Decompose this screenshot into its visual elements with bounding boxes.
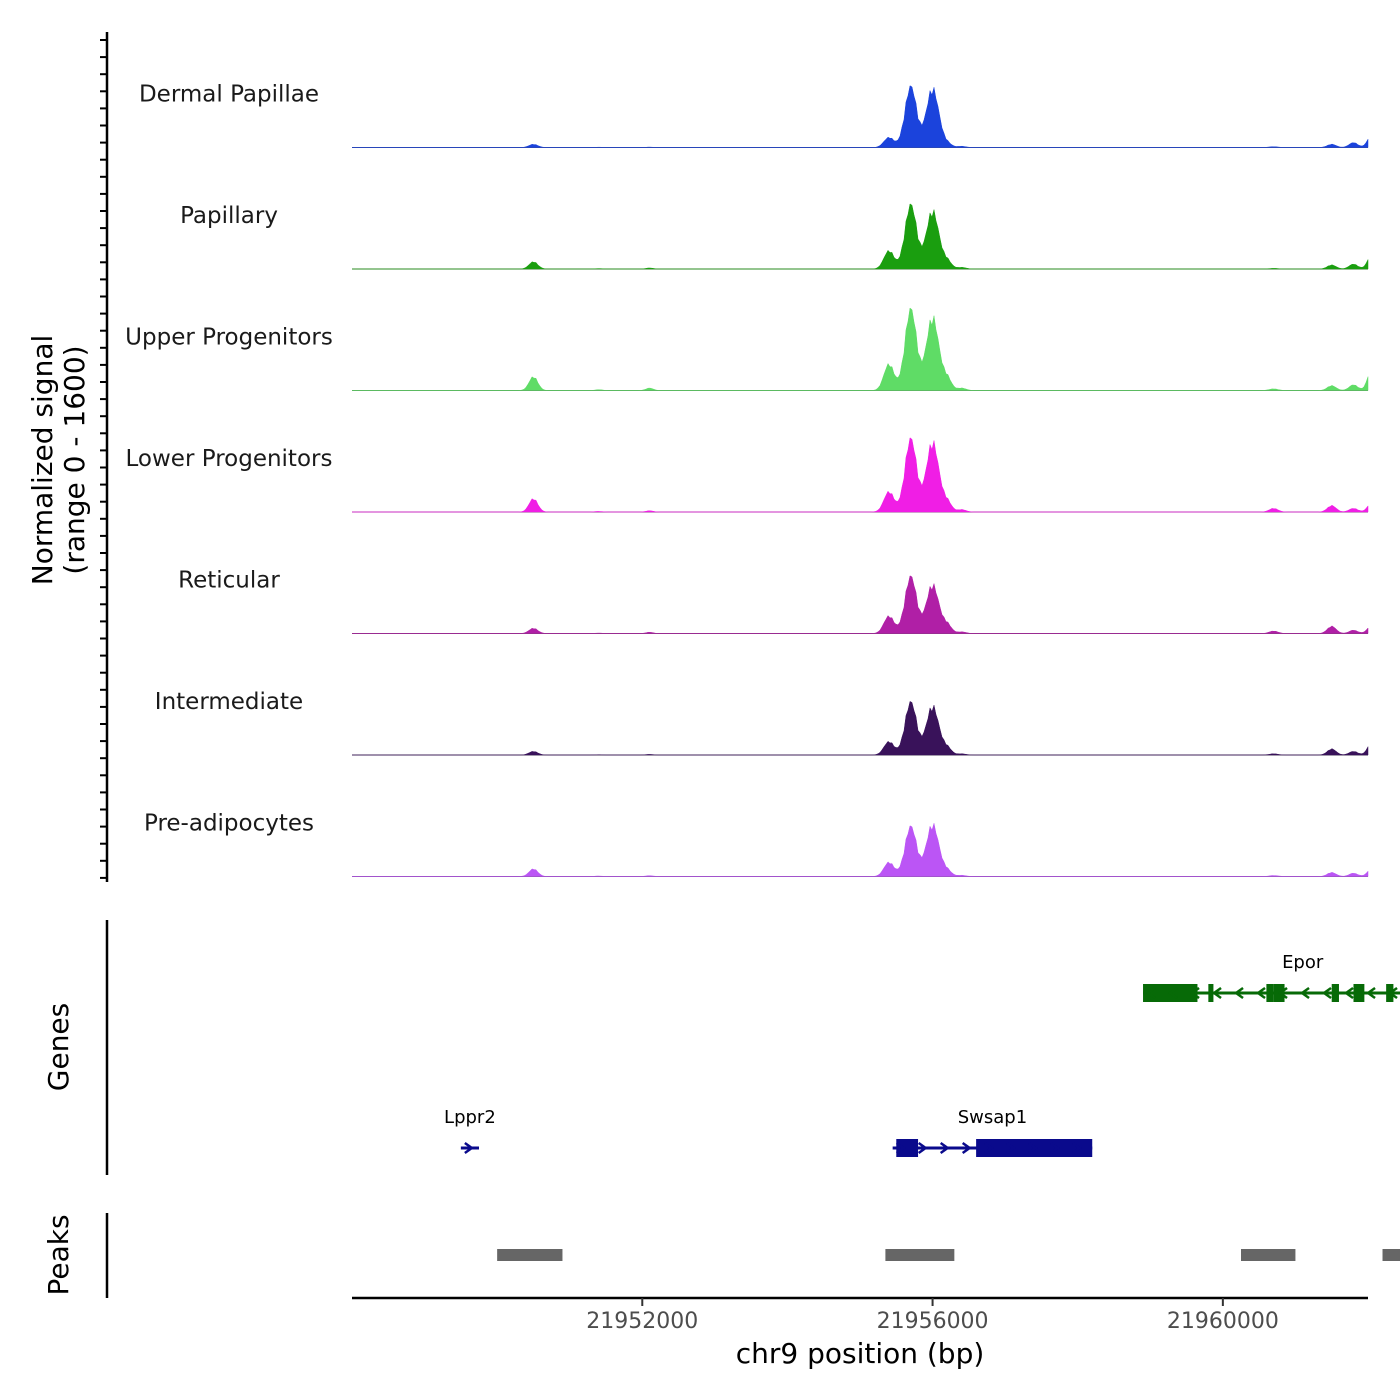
gene-exon xyxy=(1208,984,1214,1002)
strand-arrow xyxy=(1005,1141,1016,1155)
strand-arrow xyxy=(983,1141,994,1155)
coverage-area xyxy=(352,307,1369,391)
strand-arrow xyxy=(1343,986,1354,1000)
peak-region xyxy=(885,1249,955,1261)
gene-swsap1: Swsap1 xyxy=(892,1107,1093,1157)
coverage-tracks: Dermal Papillae Papillary Upper Progenitor… xyxy=(125,82,1369,877)
strand-arrow xyxy=(1299,986,1310,1000)
gene-exon xyxy=(896,1139,919,1157)
peak-region xyxy=(1382,1249,1400,1261)
strand-arrow xyxy=(895,1141,906,1155)
gene-exon xyxy=(1353,984,1365,1002)
peak-region xyxy=(1241,1249,1296,1261)
gene-epor: Epor xyxy=(1143,952,1400,1002)
x-axis-ticks: 21952000 21956000 21960000 xyxy=(586,1298,1279,1334)
track-label: Upper Progenitors xyxy=(125,325,333,351)
track-intermediate: Intermediate xyxy=(155,689,1369,756)
gene-label: Lppr2 xyxy=(444,1107,496,1128)
track-dermal-papillae: Dermal Papillae xyxy=(139,82,1369,148)
strand-arrow xyxy=(1365,986,1376,1000)
signal-y-axis xyxy=(100,32,109,882)
x-tick-label: 21952000 xyxy=(586,1309,698,1334)
coverage-area xyxy=(352,575,1369,634)
strand-arrow xyxy=(1387,986,1398,1000)
peak-region xyxy=(497,1249,563,1261)
strand-arrow xyxy=(1277,986,1288,1000)
track-label: Dermal Papillae xyxy=(139,82,319,108)
strand-arrow xyxy=(917,1141,928,1155)
track-pre-adipocytes: Pre-adipocytes xyxy=(144,811,1369,877)
x-tick-label: 21960000 xyxy=(1167,1309,1279,1334)
peaks-track-title: Peaks xyxy=(42,1214,75,1295)
strand-arrow xyxy=(961,1141,972,1155)
strand-arrow xyxy=(1071,1141,1082,1155)
gene-exon xyxy=(1331,984,1339,1002)
strand-arrow xyxy=(1049,1141,1060,1155)
strand-arrow xyxy=(1145,986,1156,1000)
track-label: Lower Progenitors xyxy=(126,446,333,472)
strand-arrow xyxy=(1167,986,1178,1000)
gene-label: Swsap1 xyxy=(958,1107,1027,1128)
strand-arrow xyxy=(1027,1141,1038,1155)
strand-arrow xyxy=(1211,986,1222,1000)
track-upper-progenitors: Upper Progenitors xyxy=(125,307,1369,391)
coverage-area xyxy=(352,85,1369,148)
track-label: Papillary xyxy=(180,203,278,229)
track-lower-progenitors: Lower Progenitors xyxy=(126,437,1369,513)
coverage-area xyxy=(352,823,1369,877)
gene-label: Epor xyxy=(1282,952,1324,973)
y-axis-title-line2: (range 0 - 1600) xyxy=(58,345,91,574)
y-axis-title-line1: Normalized signal xyxy=(26,335,59,586)
track-label: Intermediate xyxy=(155,689,303,715)
coverage-area xyxy=(352,701,1369,756)
genes-track: Lppr2 Swsap1 Epor xyxy=(444,952,1400,1157)
x-axis-title: chr9 position (bp) xyxy=(736,1337,985,1370)
strand-arrow xyxy=(1321,986,1332,1000)
strand-arrow xyxy=(939,1141,950,1155)
track-reticular: Reticular xyxy=(178,568,1369,634)
strand-arrow xyxy=(1255,986,1266,1000)
gene-exon xyxy=(1266,984,1274,1002)
coverage-area xyxy=(352,437,1369,513)
coverage-area xyxy=(352,203,1369,270)
genes-track-title: Genes xyxy=(42,1003,75,1091)
track-label: Pre-adipocytes xyxy=(144,811,314,837)
x-tick-label: 21956000 xyxy=(877,1309,989,1334)
strand-arrow xyxy=(464,1141,475,1155)
track-papillary: Papillary xyxy=(180,203,1369,270)
strand-arrow xyxy=(1233,986,1244,1000)
strand-arrow xyxy=(1189,986,1200,1000)
peaks-track xyxy=(497,1249,1400,1261)
track-label: Reticular xyxy=(178,568,280,594)
gene-lppr2: Lppr2 xyxy=(444,1107,496,1155)
